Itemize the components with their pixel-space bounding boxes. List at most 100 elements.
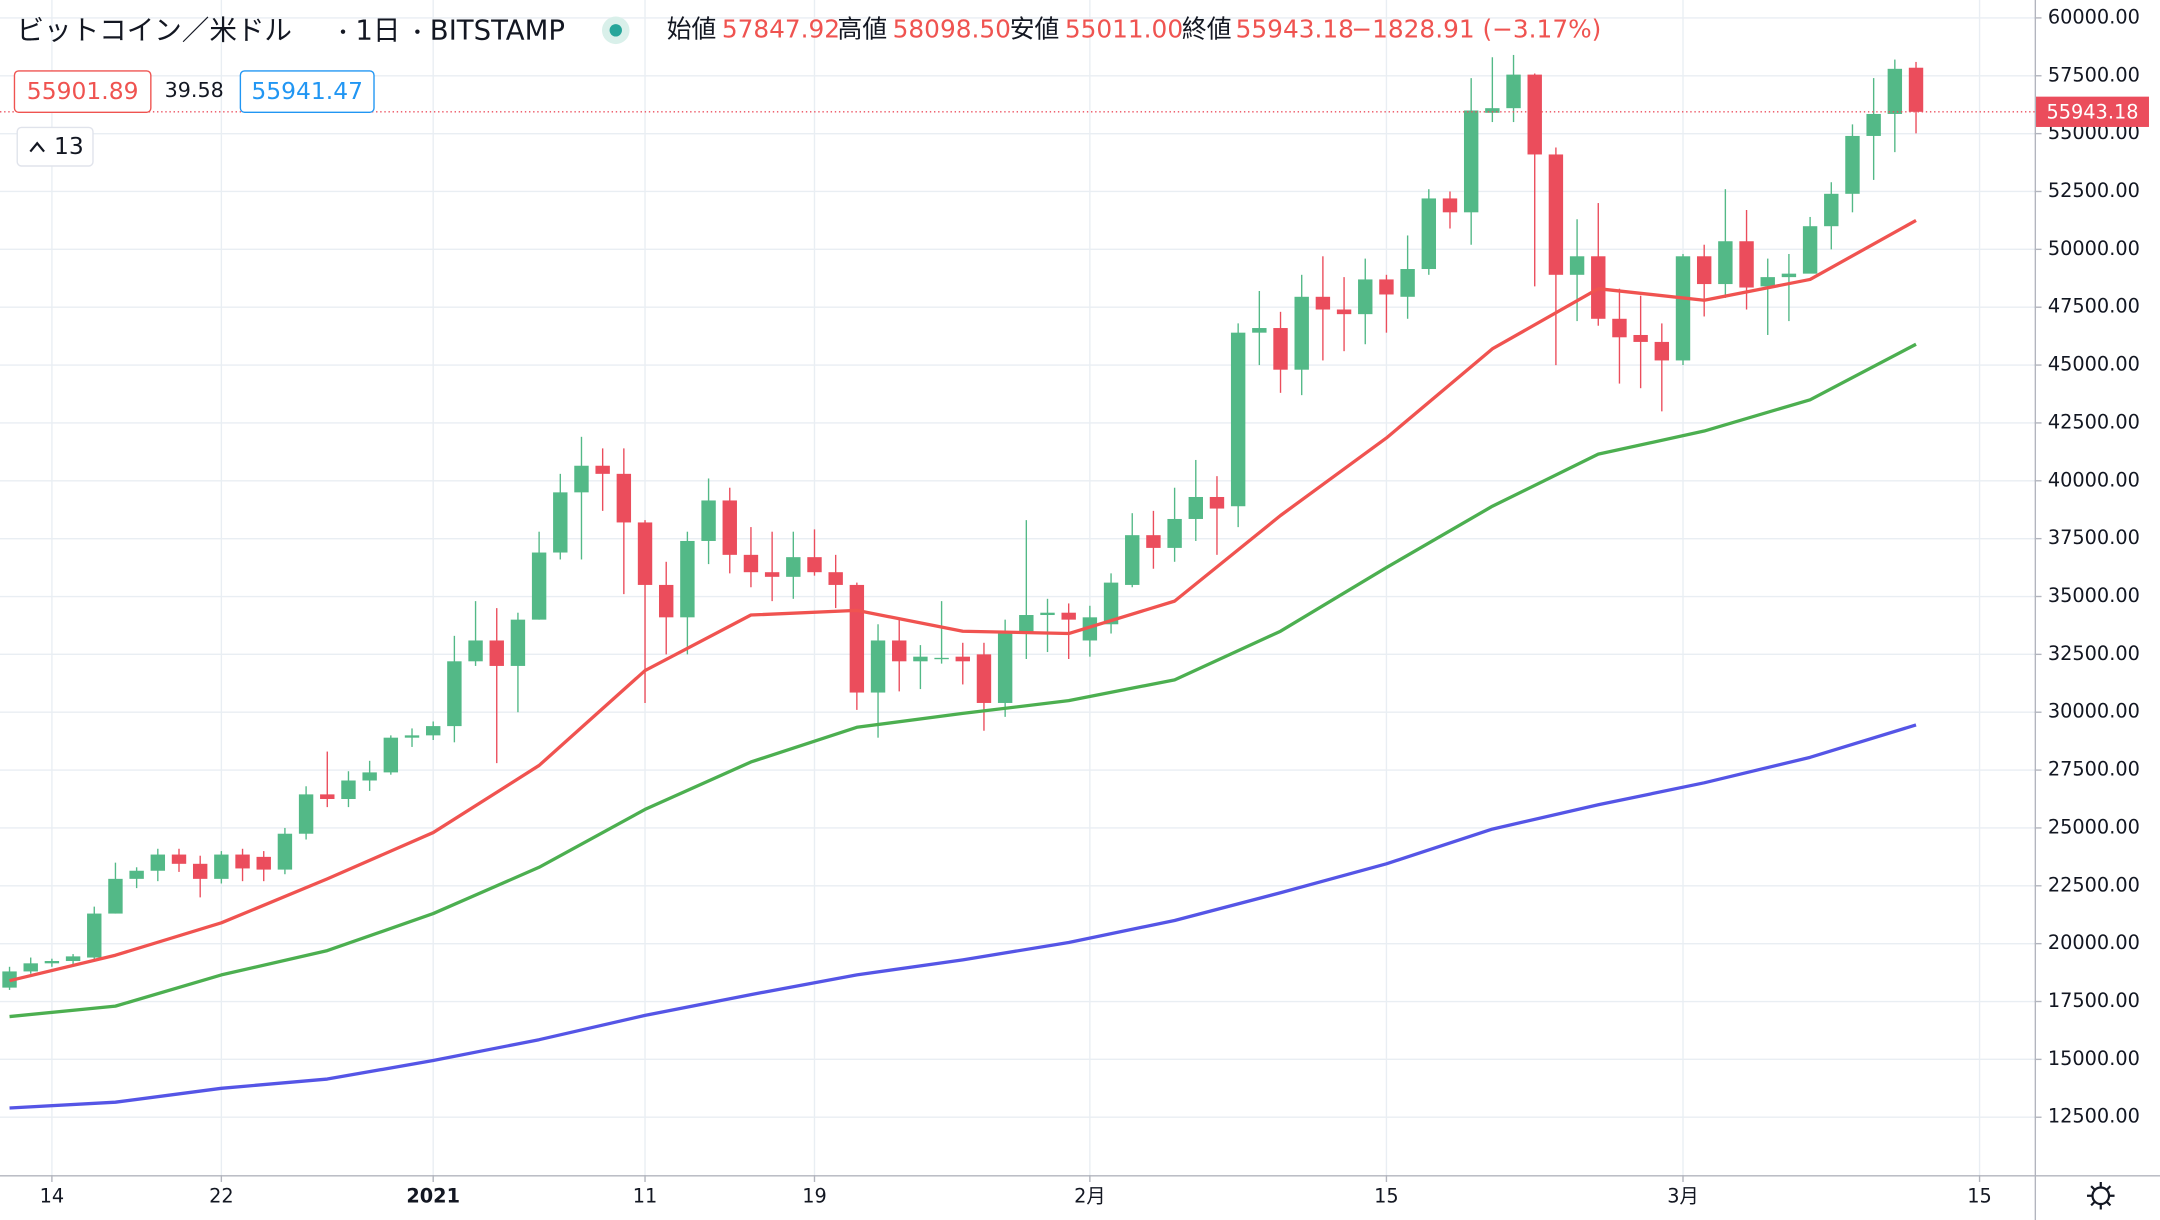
- candle-body: [1358, 279, 1373, 315]
- x-tick-label: 15: [1967, 1185, 1992, 1208]
- symbol[interactable]: ビットコイン／米ドル: [17, 15, 292, 47]
- plot: [0, 54, 2035, 1110]
- candle-body: [595, 465, 610, 474]
- candle-body: [1675, 256, 1691, 361]
- candle-body: [1061, 612, 1076, 620]
- y-tick-label: 27500.00: [2048, 758, 2140, 781]
- candle-body: [341, 780, 356, 800]
- candle-body: [553, 492, 568, 553]
- candle-body: [298, 794, 314, 834]
- moving-average: [9, 218, 1917, 983]
- candle-body: [1273, 328, 1288, 370]
- x-tick-label: 22: [209, 1185, 234, 1208]
- candle-body: [637, 522, 653, 585]
- open-label: 始値: [667, 14, 717, 43]
- candle-body: [1569, 256, 1585, 275]
- y-tick-label: 37500.00: [2048, 526, 2140, 549]
- candle-body: [849, 584, 865, 693]
- candle-body: [277, 833, 293, 870]
- last-price-tag: [2036, 96, 2149, 127]
- candle-body: [1548, 154, 1564, 275]
- candle-body: [955, 656, 970, 662]
- candle-body: [320, 794, 335, 800]
- candle-body: [616, 473, 632, 523]
- candle-body: [680, 540, 695, 618]
- y-tick-label: 15000.00: [2048, 1047, 2140, 1070]
- y-tick-label: 30000.00: [2048, 700, 2140, 723]
- candle-body: [447, 661, 462, 727]
- chevron-icon: [29, 141, 45, 153]
- candle-body: [997, 633, 1013, 703]
- exchange: BITSTAMP: [430, 15, 565, 47]
- separator: [415, 29, 420, 34]
- candle-body: [65, 956, 81, 962]
- low-label: 安値: [1010, 14, 1060, 43]
- grid: [0, 0, 2035, 1176]
- candle-body: [1802, 226, 1818, 274]
- y-tick-label: 40000.00: [2048, 468, 2140, 491]
- candle-body: [1146, 535, 1161, 548]
- interval[interactable]: 1日: [355, 15, 400, 47]
- candle-body: [150, 854, 166, 871]
- candle-body: [531, 552, 547, 620]
- candle-body: [1442, 198, 1458, 213]
- y-tick-label: 47500.00: [2048, 295, 2140, 318]
- candle-body: [1463, 110, 1479, 213]
- ask-box[interactable]: [239, 70, 375, 113]
- candle-body: [1506, 74, 1521, 109]
- candle-body: [1485, 108, 1500, 113]
- candle-body: [807, 557, 822, 573]
- y-tick-label: 20000.00: [2048, 931, 2140, 954]
- candle-body: [214, 854, 229, 879]
- candle-body: [87, 913, 102, 958]
- candle-body: [1379, 279, 1394, 295]
- candle-body: [1887, 68, 1903, 114]
- settings-icon[interactable]: [2086, 1181, 2115, 1210]
- candle-body: [1612, 318, 1627, 338]
- candle-body: [701, 500, 716, 541]
- candle-body: [468, 640, 483, 662]
- candle-body: [1252, 328, 1267, 333]
- candle-body: [1421, 198, 1437, 270]
- ask: 55941.47: [251, 77, 363, 105]
- candle-body: [1845, 135, 1860, 194]
- x-tick-label: 19: [802, 1185, 827, 1208]
- candle-body: [1040, 612, 1055, 616]
- y-tick-label: 35000.00: [2048, 584, 2140, 607]
- candle-body: [1167, 518, 1182, 548]
- candle-body: [1125, 535, 1140, 585]
- candle-body: [1400, 269, 1415, 297]
- y-tick-label: 12500.00: [2048, 1105, 2140, 1128]
- close-value: 55943.18: [1236, 14, 1354, 43]
- candle-body: [1082, 617, 1098, 641]
- candle-body: [362, 772, 377, 781]
- bid-box[interactable]: [13, 70, 152, 113]
- y-tick-label: 52500.00: [2048, 179, 2140, 202]
- axes: 12500.00 15000.00 17500.00 20000.00 22500.00…: [40, 5, 2149, 1208]
- change: −1828.91 (−3.17%): [1351, 14, 1601, 43]
- candle-body: [1633, 334, 1648, 342]
- x-tick-label: 15: [1374, 1185, 1399, 1208]
- y-tick-label: 45000.00: [2048, 353, 2140, 376]
- low-value: 55011.00: [1065, 14, 1183, 43]
- last-price-label: 55943.18: [2047, 101, 2139, 124]
- candle-body: [934, 657, 949, 660]
- candle-body: [1209, 496, 1225, 509]
- status-dot[interactable]: [609, 24, 622, 37]
- candle-body: [1718, 241, 1733, 285]
- candle-body: [108, 878, 123, 914]
- candle-body: [404, 735, 420, 738]
- bid: 55901.89: [27, 77, 139, 105]
- candle-body: [1866, 113, 1881, 136]
- candle-body: [1294, 296, 1309, 370]
- candle-body: [1824, 193, 1839, 227]
- moving-average: [9, 723, 1917, 1110]
- candle-body: [1696, 256, 1712, 285]
- candle-body: [1188, 496, 1203, 519]
- candle-body: [1908, 67, 1924, 112]
- candle-body: [510, 619, 526, 666]
- candle-body: [659, 584, 674, 618]
- candle-body: [976, 654, 992, 703]
- candle-body: [1781, 273, 1797, 278]
- indicator-toggle[interactable]: [16, 126, 94, 167]
